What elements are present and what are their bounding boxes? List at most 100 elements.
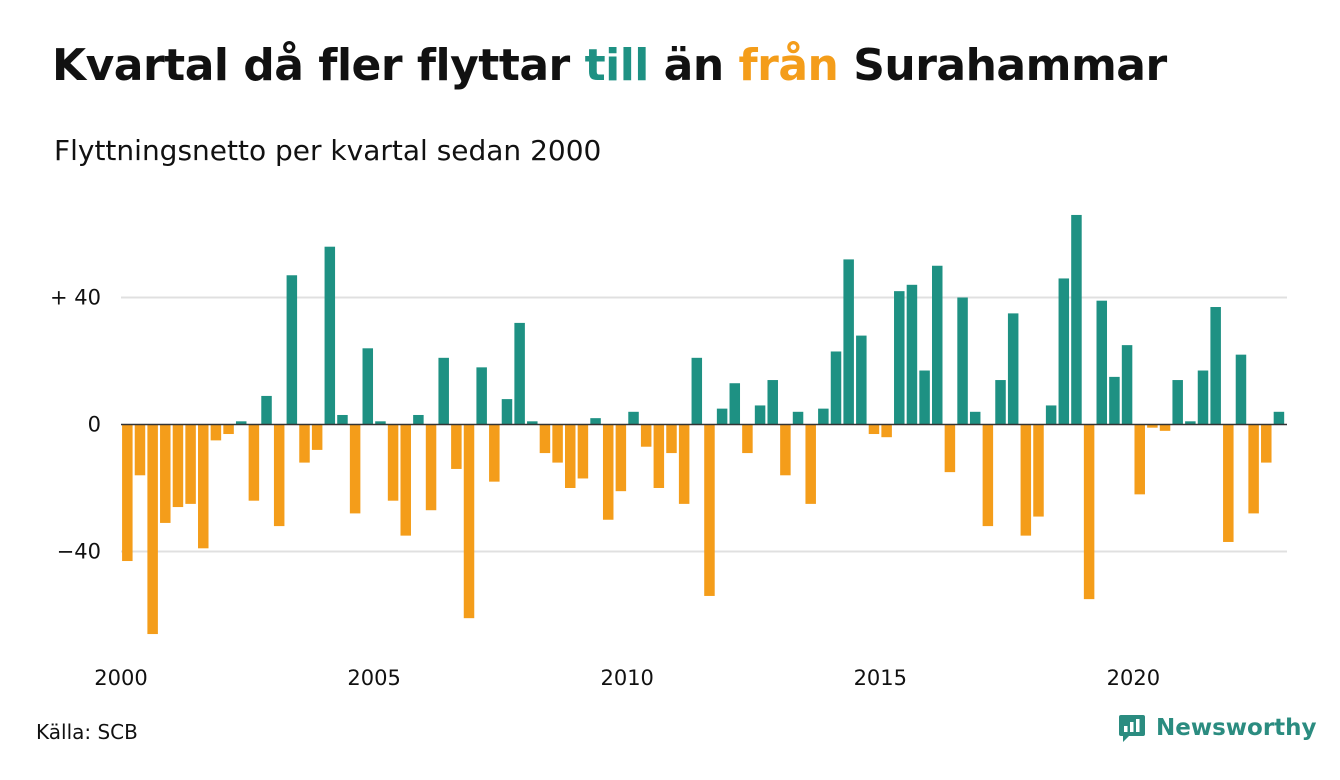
title-part-1: Kvartal då fler flyttar: [52, 40, 585, 91]
bar: [172, 424, 184, 508]
bar: [716, 408, 728, 425]
bar: [868, 424, 880, 435]
title-highlight-fran: från: [738, 40, 839, 91]
bar: [1033, 424, 1044, 517]
x-tick-label: 2010: [600, 666, 653, 690]
bar: [476, 367, 487, 425]
bar: [742, 424, 753, 454]
bar: [969, 411, 981, 425]
bar: [1121, 345, 1133, 425]
bar: [1007, 313, 1019, 425]
bar: [1197, 370, 1209, 425]
bar: [881, 424, 892, 438]
bar: [1235, 354, 1247, 425]
bar: [1261, 424, 1272, 463]
bar: [185, 424, 196, 504]
chart-title: Kvartal då fler flyttar till än från Sur…: [52, 40, 1167, 91]
bar: [438, 357, 449, 425]
bar: [653, 424, 665, 488]
bar: [311, 424, 323, 450]
x-tick-label: 2000: [94, 666, 147, 690]
bar: [1172, 380, 1183, 425]
bar: [1045, 405, 1057, 425]
bar: [565, 424, 576, 488]
bar: [134, 424, 146, 476]
bar: [1058, 278, 1070, 425]
bar: [805, 424, 816, 504]
bar: [919, 370, 930, 425]
bar: [210, 424, 222, 441]
bar: [640, 424, 652, 447]
bar: [856, 335, 867, 425]
bar: [235, 421, 247, 425]
bar: [413, 414, 424, 425]
bar: [261, 395, 272, 425]
bar: [223, 424, 234, 435]
y-tick-label: + 40: [50, 286, 101, 310]
bar: [754, 405, 766, 425]
y-tick-label: −40: [57, 540, 101, 564]
bar: [299, 424, 310, 463]
bar: [628, 411, 639, 425]
bar: [894, 291, 905, 425]
bar: [678, 424, 690, 504]
bar: [932, 265, 943, 425]
bar: [1248, 424, 1259, 514]
bar: [160, 424, 171, 523]
bar: [767, 380, 778, 425]
bar: [400, 424, 411, 536]
bar: [501, 399, 513, 425]
bar: [602, 424, 614, 520]
source-note: Källa: SCB: [36, 720, 138, 744]
bar: [590, 418, 601, 425]
bar: [1273, 411, 1285, 425]
bar: [1159, 424, 1171, 431]
bar: [843, 259, 854, 425]
newsworthy-logo-icon: [1119, 715, 1145, 742]
bar: [1134, 424, 1145, 495]
bar: [273, 424, 285, 527]
bar: [957, 297, 968, 425]
bar: [944, 424, 956, 473]
x-tick-label: 2005: [347, 666, 400, 690]
bar: [552, 424, 563, 463]
title-part-3: Surahammar: [838, 40, 1167, 91]
bar: [489, 424, 500, 482]
bar: [147, 424, 158, 635]
bar: [666, 424, 677, 454]
bar: [830, 351, 842, 425]
brand-logo: Newsworthy: [1118, 713, 1317, 743]
bar: [1083, 424, 1095, 600]
chart-subtitle: Flyttningsnetto per kvartal sedan 2000: [54, 134, 602, 167]
bar: [906, 284, 918, 425]
bar: [324, 246, 336, 425]
bar: [349, 424, 361, 514]
x-tick-label: 2015: [854, 666, 907, 690]
bar: [1147, 424, 1158, 428]
bar: [1096, 300, 1108, 425]
bar: [451, 424, 462, 469]
bar: [1071, 214, 1082, 425]
bar: [704, 424, 715, 596]
bar: [792, 411, 804, 425]
bar: [387, 424, 399, 501]
bar: [1210, 307, 1221, 425]
bar: [463, 424, 475, 619]
bar: [375, 421, 386, 425]
bar: [337, 414, 348, 425]
bar: [539, 424, 551, 454]
title-part-2: än: [648, 40, 739, 91]
bar: [691, 357, 703, 425]
bar: [248, 424, 260, 501]
bar: [615, 424, 627, 492]
bar: [362, 348, 374, 425]
bar: [729, 383, 741, 425]
bar: [995, 380, 1006, 425]
bar: [198, 424, 209, 549]
bar: [122, 424, 133, 562]
bar: [818, 408, 829, 425]
x-tick-label: 2020: [1107, 666, 1160, 690]
bar-chart: + 40 0 −40 2000 2005 2010 2015 2020: [50, 214, 1287, 690]
bar: [514, 322, 525, 425]
brand-name: Newsworthy: [1156, 715, 1317, 741]
